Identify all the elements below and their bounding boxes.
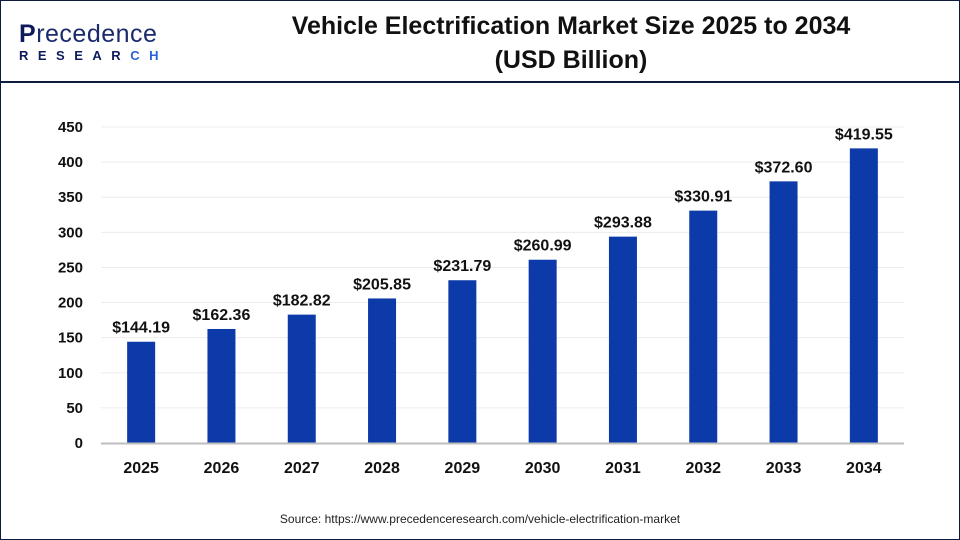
logo-line1: Precedence bbox=[19, 20, 158, 48]
x-tick-label: 2031 bbox=[605, 460, 641, 477]
x-tick-label: 2025 bbox=[123, 460, 159, 477]
x-tick-label: 2027 bbox=[284, 460, 320, 477]
data-label: $330.91 bbox=[674, 189, 732, 206]
bar-2028 bbox=[368, 298, 397, 443]
x-tick-label: 2028 bbox=[364, 460, 400, 477]
data-label: $260.99 bbox=[514, 238, 572, 255]
data-label: $182.82 bbox=[273, 293, 331, 310]
bar-2031 bbox=[608, 236, 637, 443]
bar-2034 bbox=[849, 148, 878, 443]
y-tick-label: 450 bbox=[58, 119, 83, 136]
bar-2027 bbox=[287, 314, 316, 443]
bar-2026 bbox=[207, 328, 236, 443]
y-tick-label: 400 bbox=[58, 154, 83, 171]
bar-2029 bbox=[448, 280, 477, 443]
data-label: $205.85 bbox=[353, 276, 411, 293]
title-line-1: Vehicle Electrification Market Size 2025… bbox=[291, 12, 851, 40]
x-tick-label: 2030 bbox=[525, 460, 561, 477]
x-tick-label: 2032 bbox=[685, 460, 721, 477]
title-line-2: (USD Billion) bbox=[494, 46, 648, 74]
y-tick-label: 200 bbox=[58, 295, 83, 312]
data-label: $293.88 bbox=[594, 215, 652, 232]
x-tick-label: 2026 bbox=[204, 460, 240, 477]
x-tick-label: 2029 bbox=[445, 460, 481, 477]
header-divider bbox=[1, 81, 959, 83]
bar-2032 bbox=[689, 210, 718, 443]
y-tick-label: 150 bbox=[58, 330, 83, 347]
bar-2033 bbox=[769, 181, 798, 444]
data-label: $162.36 bbox=[193, 307, 251, 324]
bar-2025 bbox=[127, 341, 156, 443]
y-tick-label: 300 bbox=[58, 224, 83, 241]
data-label: $231.79 bbox=[433, 258, 491, 275]
y-tick-label: 100 bbox=[58, 365, 83, 382]
x-tick-label: 2034 bbox=[846, 460, 882, 477]
y-tick-label: 0 bbox=[75, 435, 83, 452]
logo-line2: RESEARCH bbox=[19, 48, 168, 63]
y-tick-label: 350 bbox=[58, 189, 83, 206]
data-label: $372.60 bbox=[755, 159, 813, 176]
bar-2030 bbox=[528, 259, 557, 443]
y-tick-label: 50 bbox=[66, 400, 83, 417]
data-label: $419.55 bbox=[835, 126, 893, 143]
chart-title: Vehicle Electrification Market Size 2025… bbox=[251, 9, 891, 77]
x-tick-label: 2033 bbox=[766, 460, 802, 477]
source-note: Source: https://www.precedenceresearch.c… bbox=[279, 512, 681, 526]
precedence-research-logo: Precedence RESEARCH bbox=[19, 21, 168, 63]
data-label: $144.19 bbox=[112, 320, 170, 337]
y-tick-label: 250 bbox=[58, 259, 83, 276]
